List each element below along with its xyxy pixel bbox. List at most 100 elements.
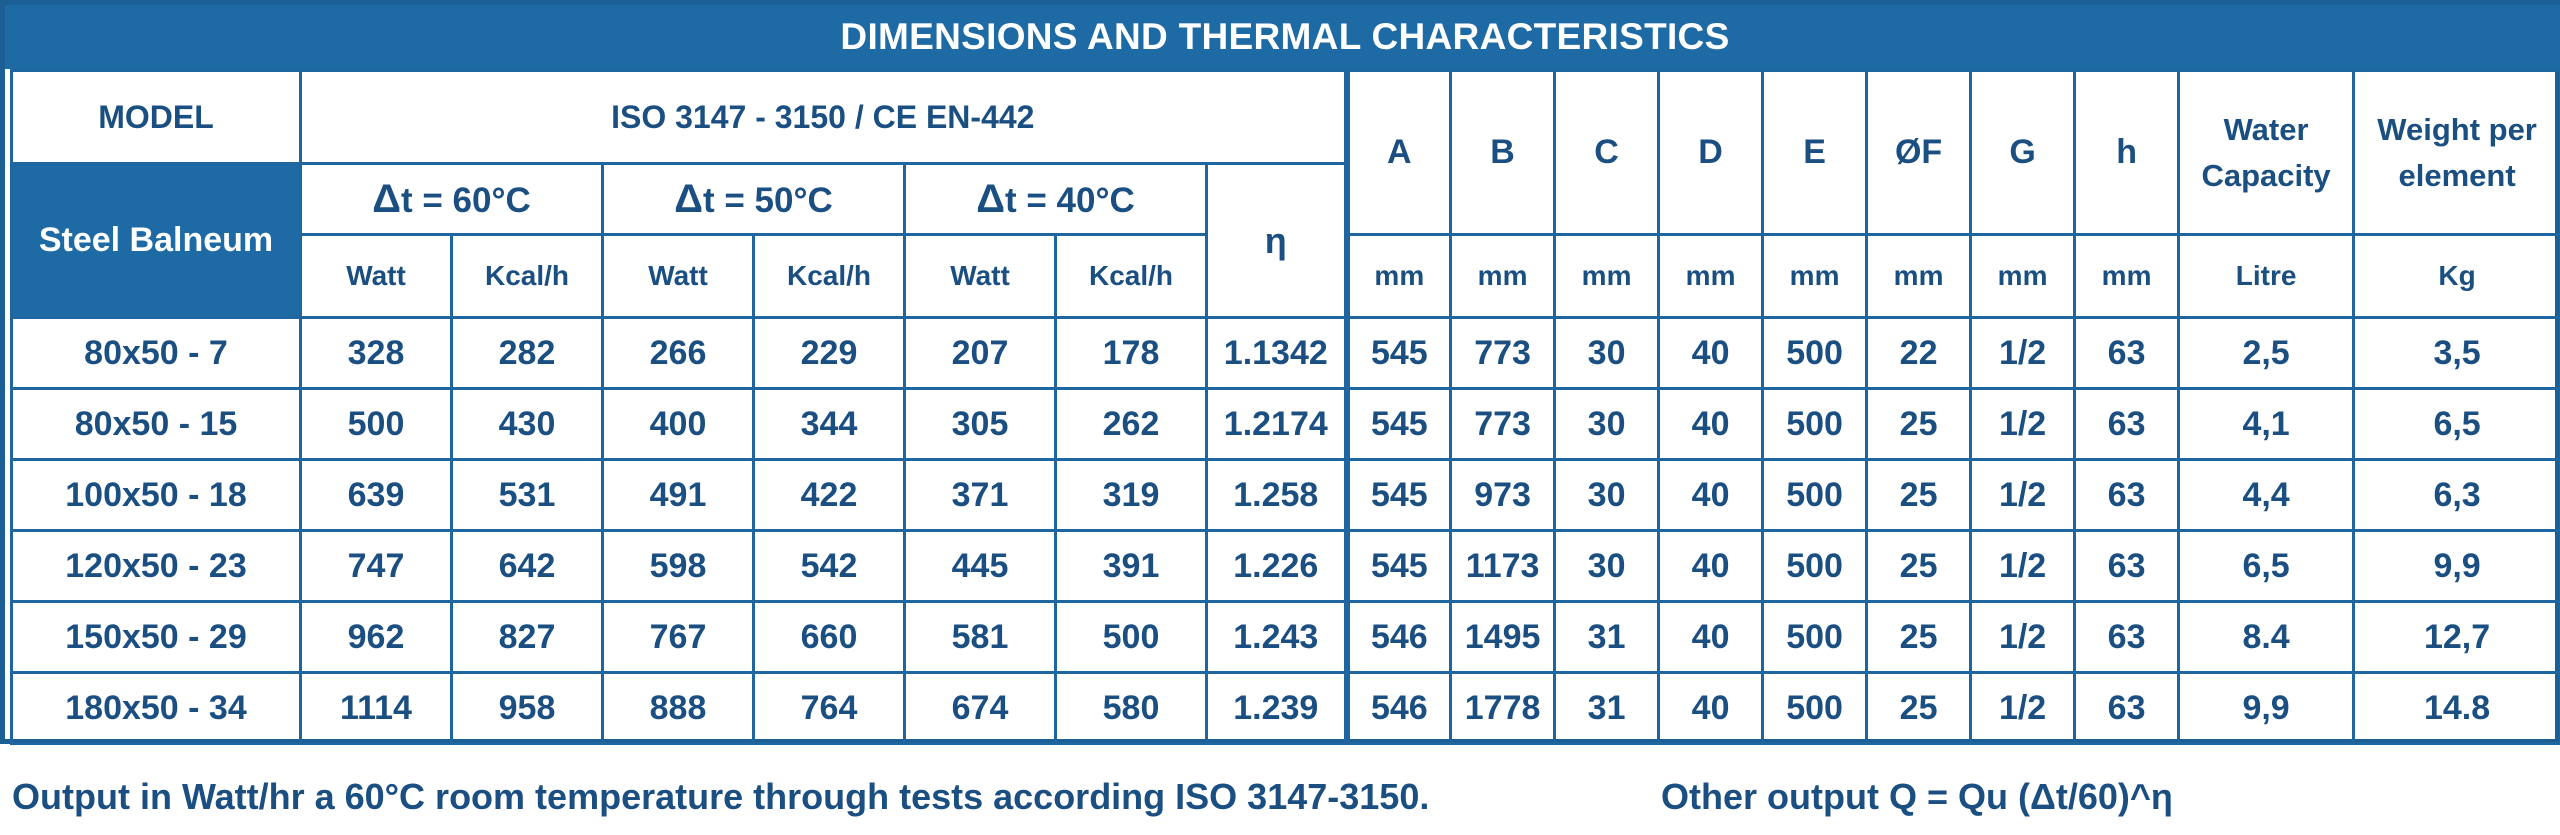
value-cell: 30	[1553, 529, 1661, 603]
value-cell: 6,5	[2177, 529, 2356, 603]
water-capacity-header: Water Capacity	[2177, 69, 2356, 236]
product-name: Steel Balneum	[10, 162, 302, 319]
value-cell: 2,5	[2177, 316, 2356, 390]
model-cell: 150x50 - 29	[10, 600, 302, 674]
col-h-header: h	[2073, 69, 2181, 236]
value-cell: 674	[903, 671, 1057, 745]
eta-header: η	[1204, 162, 1349, 319]
value-cell: 1.239	[1204, 671, 1349, 745]
table-row: 150x50 - 29 962 827 767 660 581 500 1.243 546 149…	[10, 600, 2560, 674]
unit-kcal: Kcal/h	[450, 233, 604, 319]
unit-litre: Litre	[2177, 233, 2356, 319]
col-g-header: G	[1969, 69, 2077, 236]
col-e-header: E	[1761, 69, 1869, 236]
value-cell: 1/2	[1969, 316, 2077, 390]
value-cell: 40	[1657, 316, 1765, 390]
value-cell: 6,5	[2352, 387, 2560, 461]
col-f-header: ØF	[1865, 69, 1973, 236]
value-cell: 1495	[1449, 600, 1557, 674]
value-cell: 1.1342	[1204, 316, 1349, 390]
footer-note: Output in Watt/hr a 60°C room temperatur…	[12, 776, 1430, 817]
value-cell: 344	[752, 387, 906, 461]
value-cell: 491	[601, 458, 755, 532]
value-cell: 422	[752, 458, 906, 532]
value-cell: 4,1	[2177, 387, 2356, 461]
value-cell: 1/2	[1969, 671, 2077, 745]
value-cell: 30	[1553, 387, 1661, 461]
model-cell: 120x50 - 23	[10, 529, 302, 603]
table-title: DIMENSIONS AND THERMAL CHARACTERISTICS	[5, 5, 2560, 69]
value-cell: 500	[1054, 600, 1208, 674]
value-cell: 545	[1343, 529, 1453, 603]
unit-mm: mm	[1969, 233, 2077, 319]
value-cell: 319	[1054, 458, 1208, 532]
value-cell: 12,7	[2352, 600, 2560, 674]
value-cell: 581	[903, 600, 1057, 674]
unit-mm: mm	[1553, 233, 1661, 319]
model-header: MODEL	[10, 69, 302, 165]
value-cell: 8.4	[2177, 600, 2356, 674]
value-cell: 40	[1657, 387, 1765, 461]
model-cell: 100x50 - 18	[10, 458, 302, 532]
value-cell: 545	[1343, 458, 1453, 532]
model-cell: 180x50 - 34	[10, 671, 302, 745]
unit-watt: Watt	[601, 233, 755, 319]
value-cell: 40	[1657, 529, 1765, 603]
table-row: 120x50 - 23 747 642 598 542 445 391 1.226 545 117…	[10, 529, 2560, 603]
value-cell: 391	[1054, 529, 1208, 603]
value-cell: 371	[903, 458, 1057, 532]
value-cell: 1.258	[1204, 458, 1349, 532]
value-cell: 542	[752, 529, 906, 603]
value-cell: 266	[601, 316, 755, 390]
value-cell: 207	[903, 316, 1057, 390]
dt60-header: Δt = 60°C	[299, 162, 604, 236]
table-frame: DIMENSIONS AND THERMAL CHARACTERISTICS M…	[0, 0, 2560, 745]
table-row: 100x50 - 18 639 531 491 422 371 319 1.258 545 973…	[10, 458, 2560, 532]
col-a-header: A	[1343, 69, 1453, 236]
value-cell: 1114	[299, 671, 453, 745]
value-cell: 25	[1865, 458, 1973, 532]
value-cell: 30	[1553, 316, 1661, 390]
value-cell: 500	[1761, 387, 1869, 461]
value-cell: 3,5	[2352, 316, 2560, 390]
col-d-header: D	[1657, 69, 1765, 236]
value-cell: 262	[1054, 387, 1208, 461]
unit-kg: Kg	[2352, 233, 2560, 319]
value-cell: 63	[2073, 316, 2181, 390]
characteristics-table: MODEL ISO 3147 - 3150 / CE EN-442 A B C …	[10, 69, 2560, 745]
delta-symbol: Δ	[372, 176, 401, 221]
value-cell: 545	[1343, 387, 1453, 461]
value-cell: 40	[1657, 600, 1765, 674]
value-cell: 63	[2073, 387, 2181, 461]
value-cell: 4,4	[2177, 458, 2356, 532]
value-cell: 1778	[1449, 671, 1557, 745]
value-cell: 282	[450, 316, 604, 390]
unit-mm: mm	[1865, 233, 1973, 319]
value-cell: 973	[1449, 458, 1557, 532]
value-cell: 25	[1865, 671, 1973, 745]
value-cell: 63	[2073, 671, 2181, 745]
value-cell: 25	[1865, 529, 1973, 603]
value-cell: 328	[299, 316, 453, 390]
unit-mm: mm	[1343, 233, 1453, 319]
value-cell: 500	[1761, 671, 1869, 745]
value-cell: 305	[903, 387, 1057, 461]
unit-watt: Watt	[903, 233, 1057, 319]
unit-mm: mm	[1657, 233, 1765, 319]
model-cell: 80x50 - 15	[10, 387, 302, 461]
unit-mm: mm	[2073, 233, 2181, 319]
value-cell: 962	[299, 600, 453, 674]
dt50-header: Δt = 50°C	[601, 162, 906, 236]
value-cell: 773	[1449, 387, 1557, 461]
unit-kcal: Kcal/h	[1054, 233, 1208, 319]
value-cell: 14.8	[2352, 671, 2560, 745]
value-cell: 1.2174	[1204, 387, 1349, 461]
value-cell: 958	[450, 671, 604, 745]
value-cell: 22	[1865, 316, 1973, 390]
table-body: 80x50 - 7 328 282 266 229 207 178 1.1342 545 773 3…	[10, 316, 2560, 745]
formula-note: Other output Q = Qu (Δt/60)^η	[1661, 776, 2173, 817]
value-cell: 500	[1761, 316, 1869, 390]
value-cell: 546	[1343, 671, 1453, 745]
value-cell: 500	[1761, 458, 1869, 532]
standard-header: ISO 3147 - 3150 / CE EN-442	[298, 69, 1349, 165]
